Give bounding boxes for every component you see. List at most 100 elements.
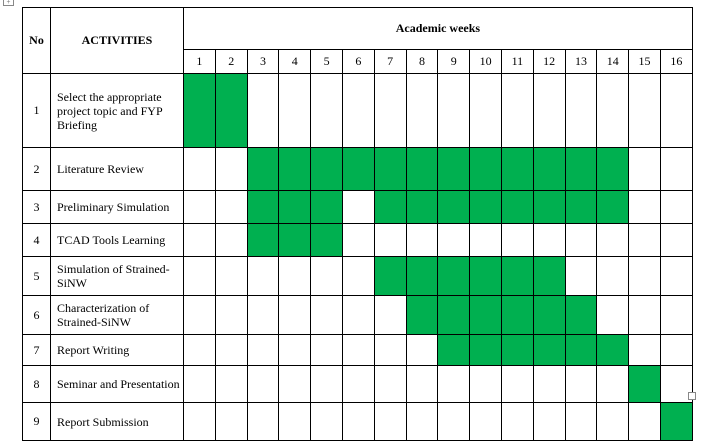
- week-cell-scheduled: [532, 334, 566, 366]
- row-number: 6: [22, 295, 51, 335]
- week-cell-scheduled: [437, 147, 471, 191]
- week-cell-scheduled: [532, 295, 566, 335]
- week-cell-empty: [596, 402, 630, 441]
- week-header-12: 12: [532, 49, 566, 74]
- week-cell-empty: [183, 295, 216, 335]
- week-cell-empty: [310, 73, 343, 148]
- week-cell-scheduled: [500, 190, 534, 224]
- week-cell-scheduled: [246, 223, 280, 257]
- week-cell-empty: [214, 256, 248, 296]
- week-cell-scheduled: [214, 73, 248, 148]
- week-cell-empty: [246, 295, 280, 335]
- week-cell-empty: [246, 256, 280, 296]
- week-cell-scheduled: [373, 190, 407, 224]
- week-cell-empty: [405, 334, 439, 366]
- week-cell-scheduled: [564, 190, 598, 224]
- row-number: 3: [22, 190, 51, 224]
- week-cell-empty: [341, 223, 375, 257]
- week-cell-empty: [341, 365, 375, 403]
- activity-row: 7 Report Writing: [22, 334, 693, 366]
- week-header-1: 1: [183, 49, 216, 74]
- week-cell-scheduled: [437, 334, 471, 366]
- week-cell-empty: [532, 223, 566, 257]
- activity-row: 8 Seminar and Presentation: [22, 365, 693, 403]
- week-header-6: 6: [341, 49, 375, 74]
- week-cell-empty: [373, 402, 407, 441]
- activity-name: Select the appropriate project topic and…: [50, 73, 184, 148]
- week-cell-empty: [628, 223, 661, 257]
- week-cell-empty: [183, 256, 216, 296]
- week-cell-empty: [246, 365, 280, 403]
- week-cell-empty: [341, 73, 375, 148]
- week-cell-scheduled: [469, 147, 502, 191]
- week-cell-scheduled: [437, 190, 471, 224]
- week-cell-empty: [628, 334, 661, 366]
- week-cell-empty: [310, 256, 343, 296]
- week-cell-empty: [532, 73, 566, 148]
- gantt-table: No ACTIVITIES Academic weeks 1 2 3 4 5 6 7 8 9 10…: [22, 7, 693, 441]
- week-cell-empty: [659, 334, 693, 366]
- week-cell-empty: [310, 402, 343, 441]
- week-header-14: 14: [596, 49, 630, 74]
- week-cell-empty: [214, 190, 248, 224]
- week-header-10: 10: [469, 49, 502, 74]
- week-cell-empty: [278, 73, 312, 148]
- activity-row: 1 Select the appropriate project topic an…: [22, 73, 693, 148]
- week-cell-empty: [437, 73, 471, 148]
- week-cell-scheduled: [500, 334, 534, 366]
- week-cell-empty: [310, 365, 343, 403]
- week-cell-scheduled: [532, 256, 566, 296]
- week-cell-scheduled: [469, 190, 502, 224]
- week-cell-empty: [246, 334, 280, 366]
- week-cell-scheduled: [659, 402, 693, 441]
- week-cell-empty: [183, 334, 216, 366]
- activity-name: Report Writing: [50, 334, 184, 366]
- activity-name: Literature Review: [50, 147, 184, 191]
- week-cell-scheduled: [246, 147, 280, 191]
- week-cell-scheduled: [596, 147, 630, 191]
- activity-row: 5 Simulation of Strained-SiNW: [22, 256, 693, 296]
- row-number: 8: [22, 365, 51, 403]
- week-cell-scheduled: [469, 256, 502, 296]
- week-cell-scheduled: [564, 295, 598, 335]
- activity-row: 2 Literature Review: [22, 147, 693, 191]
- academic-weeks-header: Academic weeks: [183, 7, 693, 50]
- week-header-5: 5: [310, 49, 343, 74]
- week-cell-empty: [183, 365, 216, 403]
- week-cell-scheduled: [500, 256, 534, 296]
- week-cell-empty: [659, 295, 693, 335]
- table-resize-handle[interactable]: [688, 392, 696, 400]
- row-number: 4: [22, 223, 51, 257]
- week-cell-empty: [341, 334, 375, 366]
- week-cell-scheduled: [564, 334, 598, 366]
- activity-row: 6 Characterization of Strained-SiNW: [22, 295, 693, 335]
- week-cell-empty: [628, 402, 661, 441]
- activity-name: Preliminary Simulation: [50, 190, 184, 224]
- week-cell-empty: [469, 365, 502, 403]
- week-cell-empty: [659, 256, 693, 296]
- week-cell-empty: [500, 73, 534, 148]
- week-cell-empty: [437, 402, 471, 441]
- activity-name: Seminar and Presentation: [50, 365, 184, 403]
- week-cell-empty: [469, 223, 502, 257]
- week-header-2: 2: [214, 49, 248, 74]
- week-cell-empty: [437, 365, 471, 403]
- week-cell-empty: [183, 147, 216, 191]
- week-header-15: 15: [628, 49, 661, 74]
- week-cell-scheduled: [246, 190, 280, 224]
- week-cell-empty: [278, 365, 312, 403]
- activity-name: TCAD Tools Learning: [50, 223, 184, 257]
- week-cell-empty: [628, 73, 661, 148]
- week-cell-empty: [246, 73, 280, 148]
- week-cell-scheduled: [183, 73, 216, 148]
- week-cell-empty: [405, 365, 439, 403]
- week-cell-empty: [310, 295, 343, 335]
- week-cell-scheduled: [373, 256, 407, 296]
- week-cell-scheduled: [373, 147, 407, 191]
- week-cell-empty: [564, 223, 598, 257]
- table-move-handle[interactable]: +: [3, 0, 14, 6]
- week-cell-scheduled: [278, 190, 312, 224]
- week-header-8: 8: [405, 49, 439, 74]
- week-cell-empty: [596, 256, 630, 296]
- activities-header: ACTIVITIES: [50, 7, 184, 74]
